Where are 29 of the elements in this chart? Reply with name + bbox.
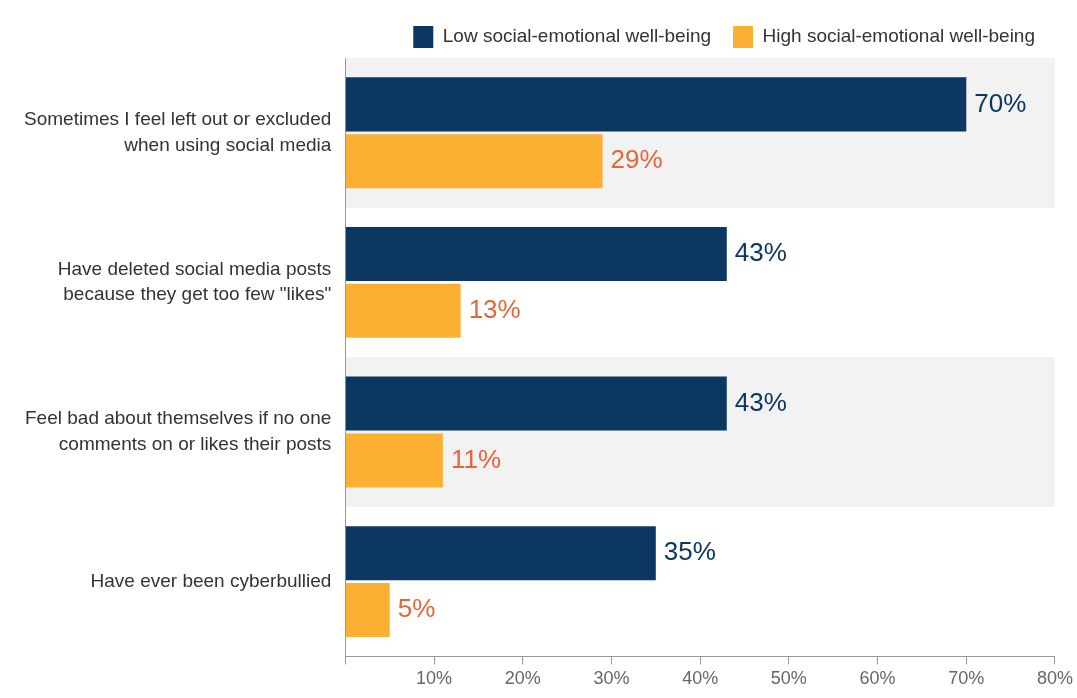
legend-label: High social-emotional well-being <box>762 25 1035 47</box>
y-tick-label: Have deleted social media posts because they get too few "likes" <box>57 257 332 305</box>
data-label: 29% <box>610 144 663 175</box>
data-label: 11% <box>450 443 502 474</box>
data-label: 70% <box>974 87 1027 118</box>
bar <box>345 134 603 189</box>
x-tick-label: 60% <box>859 668 896 689</box>
legend-label: Low social-emotional well-being <box>442 25 712 47</box>
x-tick-label: 70% <box>948 668 985 689</box>
data-label: 43% <box>734 386 787 417</box>
x-tick-label: 20% <box>504 668 541 689</box>
bar <box>345 283 461 338</box>
y-tick-label: Have ever been cyberbullied <box>90 569 332 591</box>
data-label: 5% <box>397 593 436 624</box>
x-tick-label: 40% <box>682 668 719 689</box>
x-tick-label: 80% <box>1036 668 1073 689</box>
bar <box>345 583 390 638</box>
bar <box>345 526 656 581</box>
x-tick-label: 10% <box>416 668 453 689</box>
bar <box>345 376 727 431</box>
x-tick-label: 30% <box>593 668 630 689</box>
y-tick-label: Sometimes I feel left out or excluded when using social media <box>23 108 332 155</box>
x-tick-label: 50% <box>770 668 807 689</box>
data-label: 35% <box>663 536 716 567</box>
bar <box>345 226 727 281</box>
bar <box>345 433 443 488</box>
data-label: 13% <box>468 294 521 324</box>
data-label: 43% <box>734 237 787 268</box>
y-tick-label: Feel bad about themselves if no one comments on or likes their posts <box>25 407 332 455</box>
